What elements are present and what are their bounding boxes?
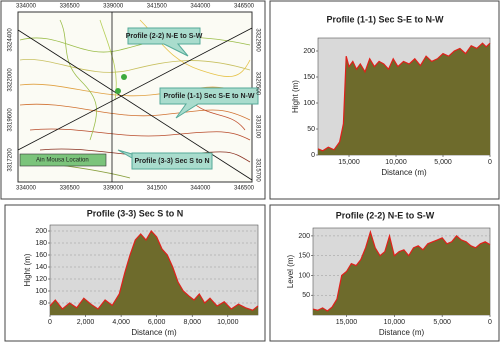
x-tick-label: 15,000 — [338, 159, 360, 166]
x-axis-label: Distance (m) — [379, 328, 425, 337]
y-tick-label: 150 — [298, 253, 310, 260]
map-tick-label: 3319600 — [8, 108, 14, 132]
x-tick-label: 0 — [48, 319, 52, 326]
profile-line — [312, 229, 491, 312]
area — [50, 231, 258, 315]
map-label: Profile (2-2) N-E to S-W — [126, 33, 203, 40]
x-tick-label: 8,000 — [183, 319, 201, 326]
well-marker — [121, 74, 127, 80]
map-label: Profile (3-3) Sec S to N — [134, 158, 209, 165]
x-tick-label: 15,000 — [336, 319, 358, 326]
map-tick-label: 341500 — [147, 4, 168, 10]
well-marker — [115, 88, 121, 94]
x-tick-label: 10,000 — [217, 319, 239, 326]
y-tick-label: 160 — [35, 252, 47, 259]
y-tick-label: 200 — [35, 228, 47, 235]
map-tick-label: 344000 — [190, 4, 211, 10]
chart-title: Profile (3-3) Sec S to N — [87, 208, 184, 218]
profile-line — [49, 229, 259, 311]
chart-title: Profile (1-1) Sec S-E to N-W — [326, 14, 444, 24]
x-tick-label: 5,000 — [434, 159, 452, 166]
profile-line — [17, 29, 253, 181]
map-tick-label: 3320500 — [254, 72, 260, 96]
x-tick-label: 10,000 — [384, 319, 406, 326]
x-axis-label: Distance (m) — [381, 168, 427, 177]
y-tick-label: 200 — [298, 233, 310, 240]
map-tick-label: 334000 — [16, 4, 37, 10]
area — [318, 43, 490, 156]
x-axis-label: Distance (m) — [131, 328, 177, 337]
x-tick-label: 2,000 — [77, 319, 95, 326]
map-tick-label: 346500 — [234, 186, 255, 192]
map-tick-label: 346500 — [234, 4, 255, 10]
x-tick-label: 6,000 — [148, 319, 166, 326]
map-tick-label: 3322900 — [254, 28, 260, 52]
area — [313, 232, 490, 315]
map-tick-label: 344000 — [190, 186, 211, 192]
y-tick-label: 120 — [35, 276, 47, 283]
map-tick-label: 3317200 — [8, 148, 14, 172]
y-tick-label: 140 — [35, 264, 47, 271]
map-ticks: 334000 336500 339000 341500 344000 346500 3340… — [8, 4, 261, 192]
y-tick-label: 50 — [307, 126, 315, 133]
y-axis-label: Hight (m) — [291, 80, 300, 113]
map-tick-label: 341500 — [147, 186, 168, 192]
x-tick-label: 0 — [488, 319, 492, 326]
y-tick-label: 150 — [303, 74, 315, 81]
y-tick-label: 50 — [302, 292, 310, 299]
map-tick-label: 3318100 — [254, 115, 260, 139]
callout-box — [127, 27, 201, 57]
y-tick-label: 100 — [35, 288, 47, 295]
map-tick-label: 3324400 — [8, 28, 14, 52]
y-tick-label: 200 — [303, 48, 315, 55]
y-tick-label: 0 — [311, 152, 315, 159]
map-tick-label: 339000 — [103, 4, 124, 10]
callout-box — [159, 87, 259, 119]
chart-title: Profile (2-2) N-E to S-W — [336, 210, 435, 220]
profile-line — [17, 27, 253, 151]
x-tick-label: 4,000 — [112, 319, 130, 326]
x-tick-label: 0 — [488, 159, 492, 166]
y-tick-label: 180 — [35, 240, 47, 247]
map-tick-label: 336500 — [60, 4, 81, 10]
y-tick-label: 100 — [303, 100, 315, 107]
y-axis-label: Level (m) — [286, 254, 295, 288]
profile-line — [317, 42, 491, 152]
map-label: Profile (1-1) Sec S-E to N-W — [163, 93, 254, 100]
map-tick-label: 3322000 — [8, 68, 14, 92]
location-box — [19, 153, 107, 167]
y-axis-label: Hight (m) — [23, 253, 32, 286]
map-tick-label: 3315700 — [254, 158, 260, 182]
map-tick-label: 336500 — [60, 186, 81, 192]
map-label: Ain Mousa Location — [36, 158, 89, 164]
x-tick-label: 10,000 — [385, 159, 407, 166]
map-tick-label: 334000 — [16, 186, 37, 192]
callout-box — [117, 149, 213, 170]
x-tick-label: 5,000 — [433, 319, 451, 326]
y-tick-label: 80 — [39, 300, 47, 307]
y-tick-label: 100 — [298, 272, 310, 279]
map-tick-label: 339000 — [103, 186, 124, 192]
